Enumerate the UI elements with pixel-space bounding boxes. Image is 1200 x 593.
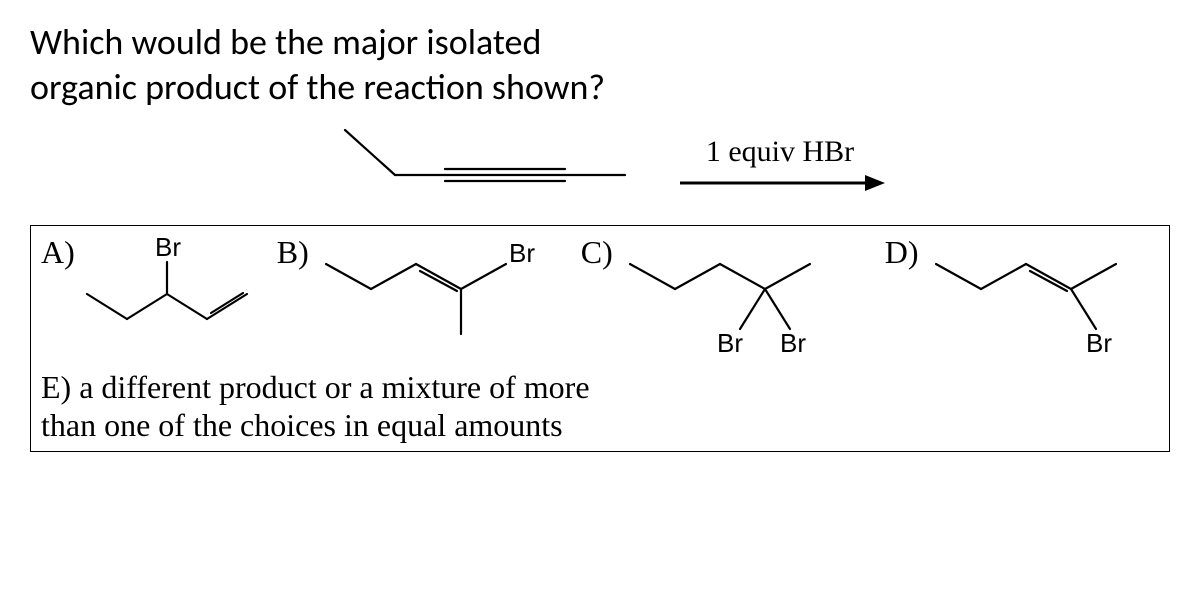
question-line2: organic product of the reaction shown? xyxy=(30,65,1170,110)
choice-row-abcd: A) Br xyxy=(41,234,1159,364)
choice-D-structure: Br xyxy=(921,234,1161,364)
choice-D-label: D) xyxy=(885,234,919,271)
choice-B-structure: Br xyxy=(311,234,571,349)
reagent-label: 1 equiv HBr xyxy=(706,135,854,169)
reaction-row: 1 equiv HBr xyxy=(30,120,1170,210)
reaction-arrow xyxy=(675,171,885,195)
choice-B: B) Br xyxy=(277,234,571,349)
choice-E-line2: than one of the choices in equal amounts xyxy=(41,406,1159,444)
choice-A-br-label: Br xyxy=(155,234,181,262)
choice-C-label: C) xyxy=(581,234,613,271)
choice-A: A) Br xyxy=(41,234,267,349)
choice-B-br-label: Br xyxy=(509,238,535,268)
choice-C-structure: Br Br xyxy=(615,234,875,364)
choice-C-br1-label: Br xyxy=(717,328,743,358)
choice-D-br-label: Br xyxy=(1086,328,1112,358)
question-line1: Which would be the major isolated xyxy=(30,20,1170,65)
reaction-arrow-group: 1 equiv HBr xyxy=(675,135,885,195)
choice-C-br2-label: Br xyxy=(780,328,806,358)
question-text: Which would be the major isolated organi… xyxy=(30,20,1170,110)
choice-E: E) a different product or a mixture of m… xyxy=(41,368,1159,445)
choice-C: C) Br Br xyxy=(581,234,875,364)
choice-A-structure: Br xyxy=(77,234,267,349)
choice-E-line1: E) a different product or a mixture of m… xyxy=(41,368,1159,406)
choice-A-label: A) xyxy=(41,234,75,271)
choice-D: D) Br xyxy=(885,234,1161,364)
reactant-structure xyxy=(315,120,635,210)
choice-B-label: B) xyxy=(277,234,309,271)
answers-box: A) Br xyxy=(30,225,1170,452)
